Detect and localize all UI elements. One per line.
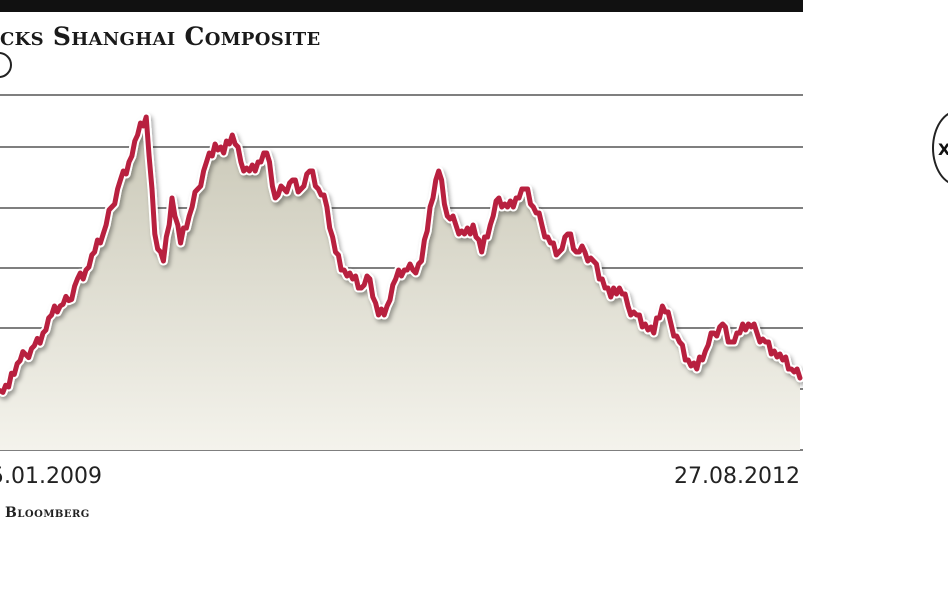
- unit-circle: [0, 52, 12, 78]
- chart-title: cks Shanghai Composite: [0, 22, 321, 51]
- x-tick-label-end: 27.08.2012: [674, 464, 800, 489]
- source-note: : Bloomberg: [0, 505, 90, 521]
- series-area: [0, 117, 800, 450]
- x-tick-label-start: 5.01.2009: [0, 464, 102, 489]
- top-rule: [0, 0, 803, 12]
- side-badge: X: [932, 110, 948, 186]
- line-chart: [0, 94, 803, 451]
- series-line: [0, 114, 803, 395]
- side-badge-label: X: [938, 140, 948, 159]
